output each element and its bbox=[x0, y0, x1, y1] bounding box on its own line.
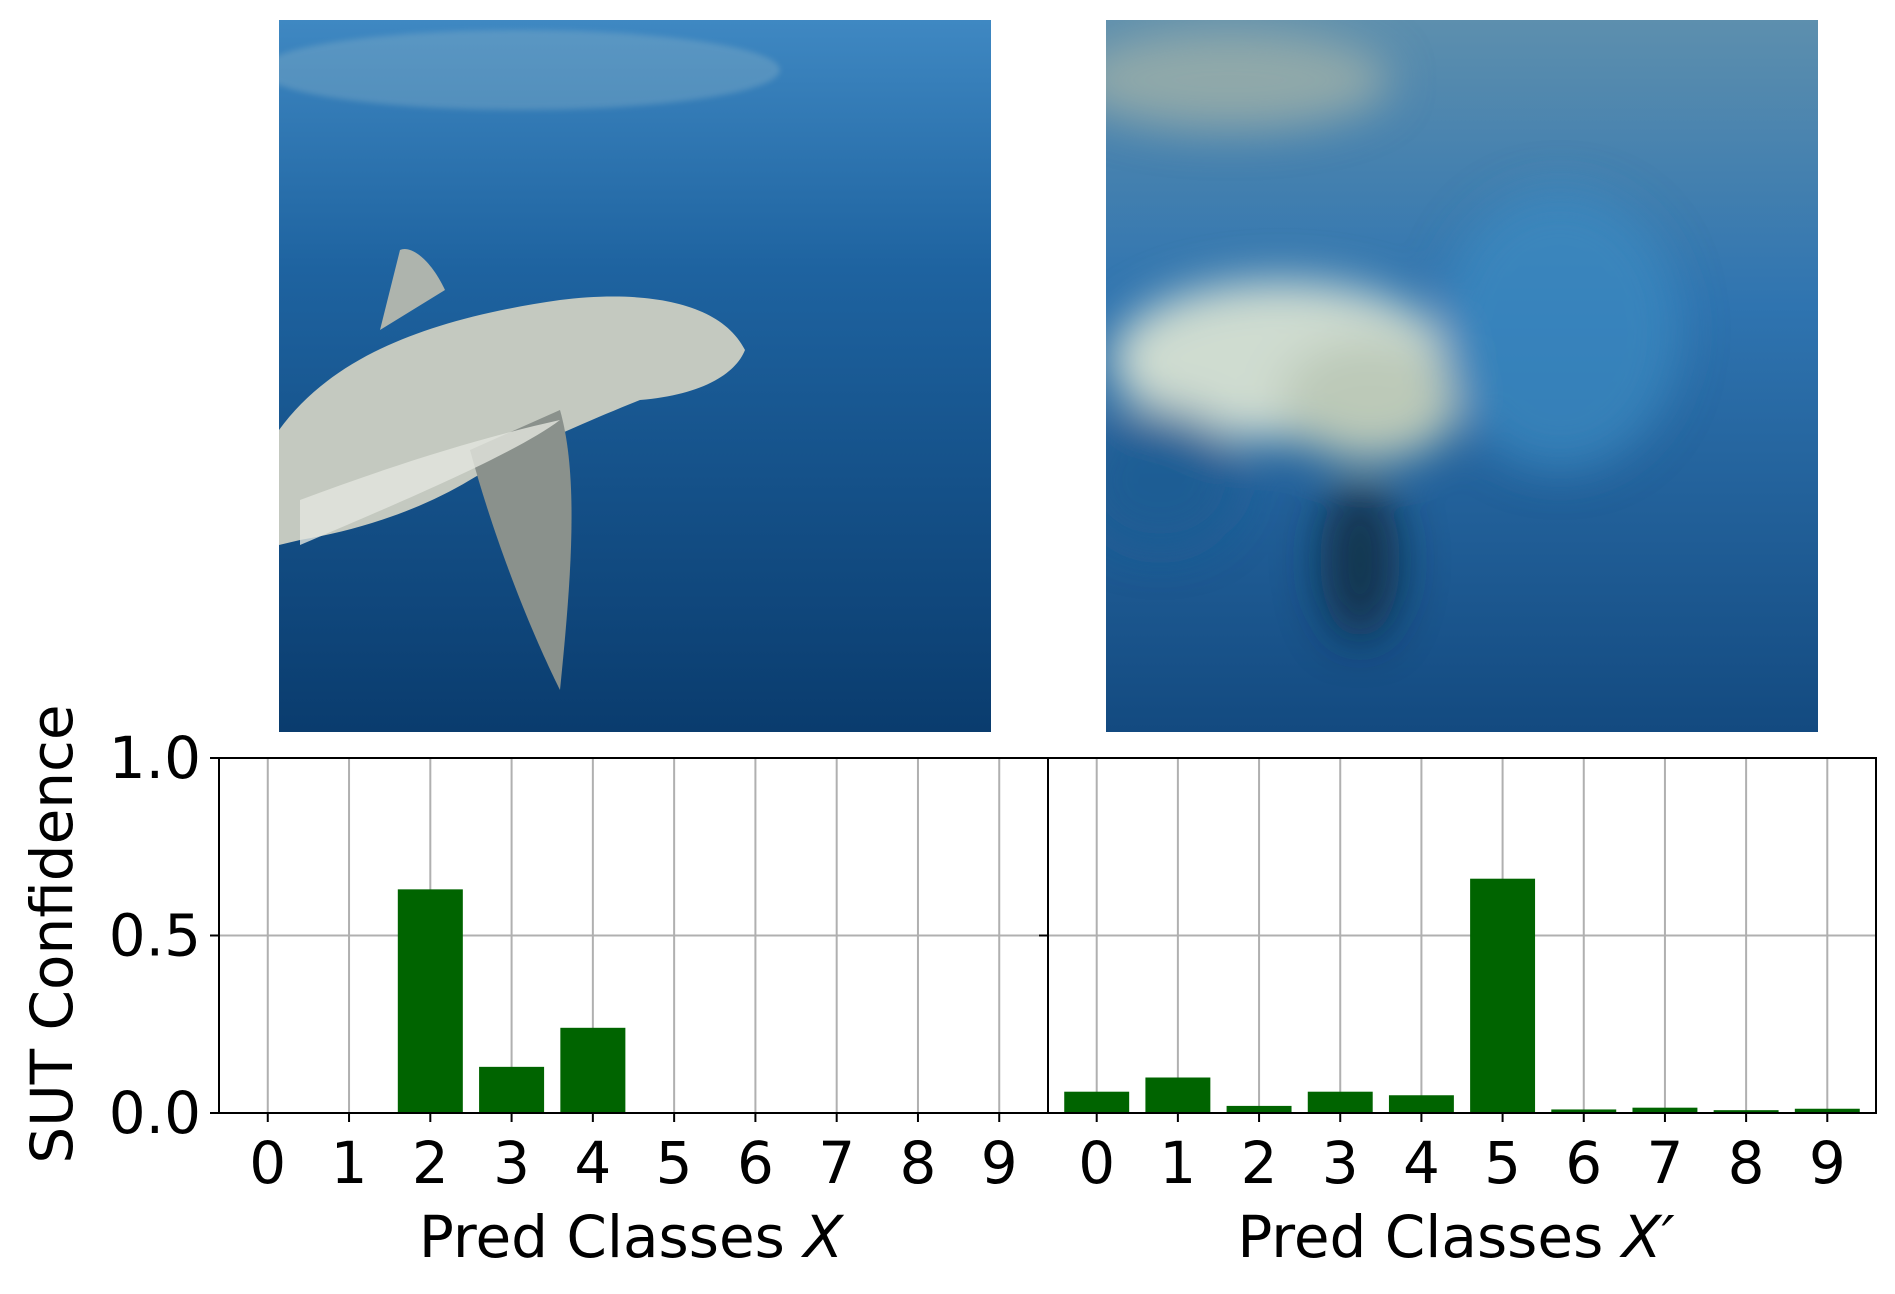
x-tick-label-9: 9 bbox=[981, 1129, 1018, 1197]
bar-3 bbox=[1307, 1091, 1373, 1113]
y-tick-label-2: 1.0 bbox=[109, 724, 201, 792]
y-tick-label-0: 0.0 bbox=[109, 1079, 201, 1147]
bar-0 bbox=[1064, 1091, 1130, 1113]
bar-5 bbox=[1470, 878, 1536, 1113]
y-ticks: 0.0 0.5 1.0 bbox=[109, 724, 219, 1147]
shark-icon bbox=[279, 248, 745, 690]
x-axis-label-variable: X′ bbox=[1619, 1203, 1675, 1271]
x-axis-label-variable: X bbox=[800, 1203, 844, 1271]
grid-lines bbox=[1039, 757, 1876, 1114]
x-tick-label-2: 2 bbox=[412, 1129, 449, 1197]
bar-7 bbox=[1632, 1107, 1698, 1113]
x-tick-label-0: 0 bbox=[249, 1129, 286, 1197]
perturbed-image bbox=[1106, 20, 1818, 732]
x-tick-label-5: 5 bbox=[1484, 1129, 1521, 1197]
x-tick-label-7: 7 bbox=[818, 1129, 855, 1197]
x-tick-label-6: 6 bbox=[737, 1129, 774, 1197]
x-axis-label: Pred Classes X bbox=[419, 1203, 844, 1271]
x-tick-label-3: 3 bbox=[1322, 1129, 1359, 1197]
x-tick-label-1: 1 bbox=[1159, 1129, 1196, 1197]
bar-2 bbox=[1226, 1105, 1292, 1113]
bars bbox=[1064, 878, 1860, 1113]
x-tick-label-4: 4 bbox=[574, 1129, 611, 1197]
bar-6 bbox=[1551, 1109, 1617, 1113]
bars bbox=[397, 889, 626, 1113]
x-tick-label-5: 5 bbox=[656, 1129, 693, 1197]
bar-1 bbox=[1145, 1077, 1211, 1113]
bar-4 bbox=[1388, 1095, 1454, 1113]
bar-4 bbox=[560, 1027, 626, 1113]
x-tick-label-9: 9 bbox=[1809, 1129, 1846, 1197]
bar-9 bbox=[1794, 1108, 1860, 1113]
x-tick-label-7: 7 bbox=[1646, 1129, 1683, 1197]
x-tick-label-0: 0 bbox=[1078, 1129, 1115, 1197]
x-tick-label-4: 4 bbox=[1403, 1129, 1440, 1197]
original-image bbox=[279, 20, 991, 732]
x-axis-label-text: Pred Classes bbox=[419, 1203, 803, 1271]
x-axis-label-text: Pred Classes bbox=[1237, 1203, 1621, 1271]
x-tick-label-8: 8 bbox=[1728, 1129, 1765, 1197]
x-axis-label: Pred Classes X′ bbox=[1237, 1203, 1674, 1271]
bar-8 bbox=[1713, 1110, 1779, 1113]
x-tick-label-6: 6 bbox=[1565, 1129, 1602, 1197]
x-tick-label-8: 8 bbox=[900, 1129, 937, 1197]
y-axis-label: SUT Confidence bbox=[18, 704, 86, 1163]
x-tick-label-1: 1 bbox=[331, 1129, 368, 1197]
bar-2 bbox=[397, 889, 463, 1113]
y-tick-label-1: 0.5 bbox=[109, 902, 201, 970]
grid-lines bbox=[219, 757, 1048, 1114]
bar-3 bbox=[479, 1066, 545, 1113]
x-tick-label-3: 3 bbox=[493, 1129, 530, 1197]
axes-frame bbox=[1047, 757, 1877, 1114]
x-tick-label-2: 2 bbox=[1241, 1129, 1278, 1197]
